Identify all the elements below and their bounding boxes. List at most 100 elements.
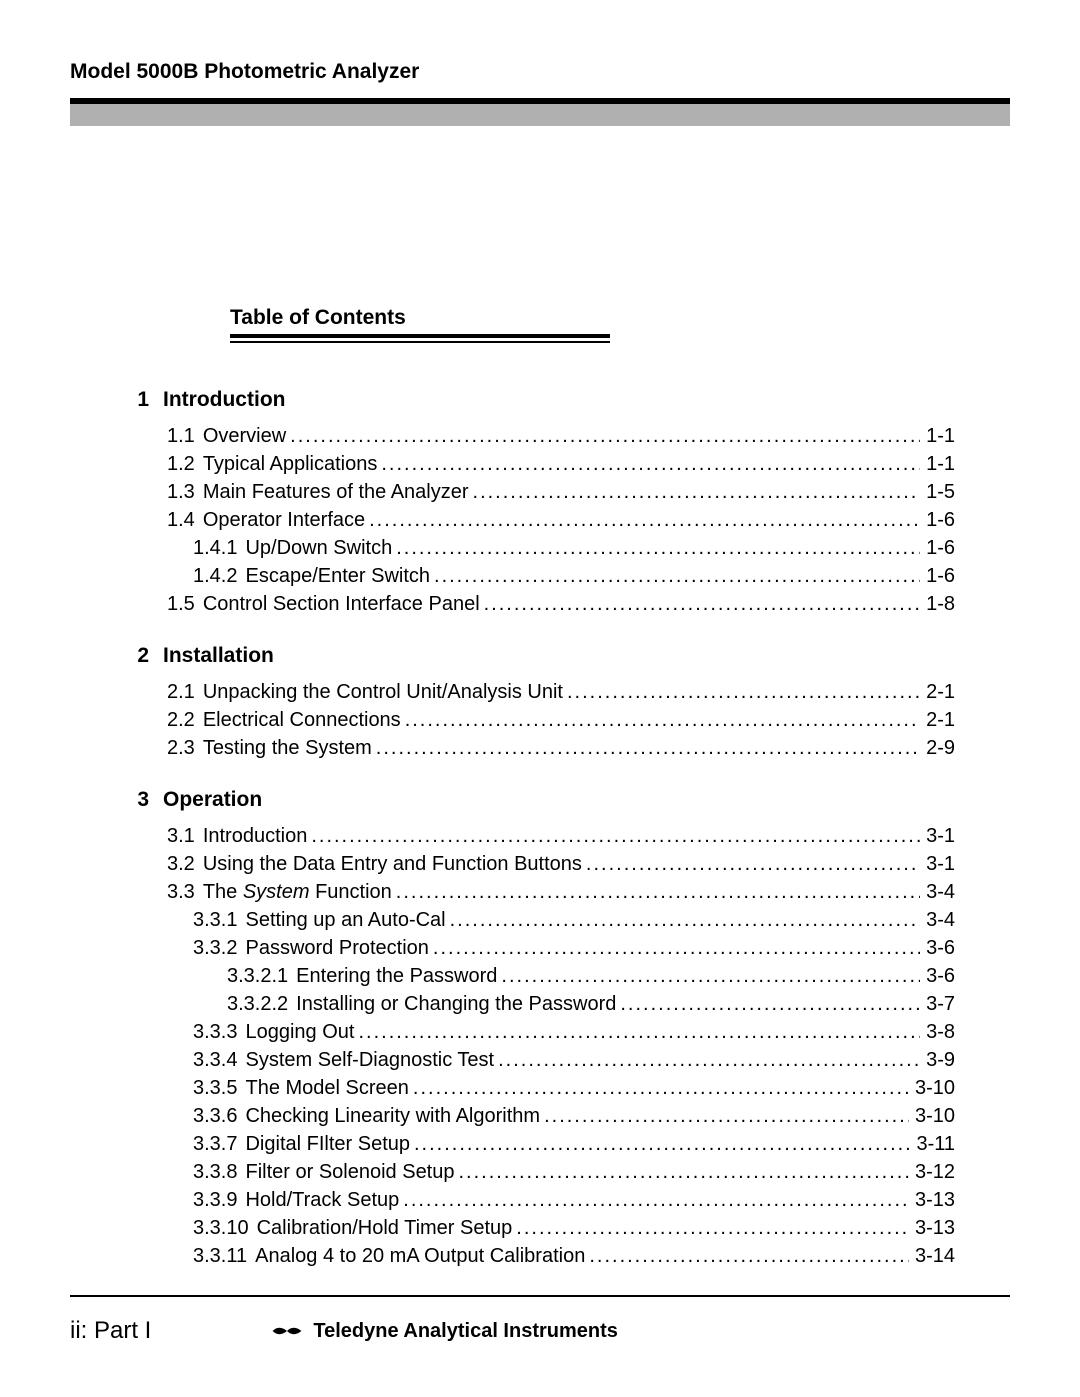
toc-title: Table of Contents	[230, 306, 610, 338]
toc-entry-page: 3-10	[909, 1102, 955, 1130]
toc-entry-title: Entering the Password	[296, 962, 497, 990]
toc-entry-number: 2.3	[167, 734, 203, 762]
toc-entry-page: 3-9	[920, 1046, 955, 1074]
toc-leader-dots	[430, 562, 920, 590]
toc-entry-number: 3.3.5	[193, 1074, 245, 1102]
toc-leader-dots	[372, 734, 920, 762]
toc-entry-page: 2-1	[920, 678, 955, 706]
toc-entry-number: 3.3.7	[193, 1130, 245, 1158]
page-footer: ii: Part I Teledyne Analytical Instrumen…	[70, 1295, 1010, 1345]
toc-entry-title: Using the Data Entry and Function Button…	[203, 850, 582, 878]
toc-entry-title: Main Features of the Analyzer	[203, 478, 469, 506]
page: Model 5000B Photometric Analyzer Table o…	[0, 0, 1080, 1397]
toc-entry-number: 3.3.6	[193, 1102, 245, 1130]
toc-entry: 3.3.11Analog 4 to 20 mA Output Calibrati…	[167, 1242, 955, 1270]
header-rule	[70, 98, 1010, 126]
toc-entry-page: 3-6	[920, 934, 955, 962]
toc-entry-page: 1-1	[920, 450, 955, 478]
toc-entry-title: Up/Down Switch	[245, 534, 392, 562]
toc-leader-dots	[410, 1130, 910, 1158]
toc-leader-dots	[446, 906, 920, 934]
toc-entry-title: Checking Linearity with Algorithm	[245, 1102, 540, 1130]
toc-entry: 3.3.1Setting up an Auto-Cal3-4	[167, 906, 955, 934]
toc-entry-page: 3-12	[909, 1158, 955, 1186]
toc-entry-title: The System Function	[203, 878, 392, 906]
toc-entry-number: 1.3	[167, 478, 203, 506]
toc-entry-page: 1-8	[920, 590, 955, 618]
toc-entry-page: 2-1	[920, 706, 955, 734]
toc-entry-title: Installing or Changing the Password	[296, 990, 616, 1018]
toc-section-head: 2Installation	[125, 644, 955, 668]
toc-leader-dots	[480, 590, 920, 618]
toc-section-head: 1Introduction	[125, 388, 955, 412]
toc-entry-number: 3.3.3	[193, 1018, 245, 1046]
toc-entry-page: 3-10	[909, 1074, 955, 1102]
toc-entry: 1.5Control Section Interface Panel1-8	[167, 590, 955, 618]
footer-rule	[70, 1295, 1010, 1297]
toc-entry-title: Calibration/Hold Timer Setup	[257, 1214, 513, 1242]
toc-entry-title: Digital FIlter Setup	[245, 1130, 410, 1158]
toc-entry: 2.3Testing the System2-9	[167, 734, 955, 762]
toc-entry-number: 1.5	[167, 590, 203, 618]
toc-leader-dots	[354, 1018, 920, 1046]
toc-leader-dots	[286, 422, 920, 450]
toc-entry-number: 2.1	[167, 678, 203, 706]
toc-entry: 3.3.8Filter or Solenoid Setup3-12	[167, 1158, 955, 1186]
toc-leader-dots	[377, 450, 920, 478]
toc-entry-title: Unpacking the Control Unit/Analysis Unit	[203, 678, 563, 706]
toc-body: 1Introduction1.1Overview1-11.2Typical Ap…	[125, 388, 955, 1270]
toc-entry-page: 3-13	[909, 1214, 955, 1242]
toc-entry: 3.3.2.1Entering the Password 3-6	[167, 962, 955, 990]
toc-entry-page: 3-6	[920, 962, 955, 990]
toc-entry-number: 3.1	[167, 822, 203, 850]
toc-entry: 1.4.1Up/Down Switch1-6	[167, 534, 955, 562]
toc-entry-title: System Self-Diagnostic Test	[245, 1046, 494, 1074]
toc-leader-dots	[455, 1158, 909, 1186]
toc-entry-number: 3.3.1	[193, 906, 245, 934]
toc-section-head: 3Operation	[125, 788, 955, 812]
toc-entry-number: 3.3.9	[193, 1186, 245, 1214]
toc-entry-page: 1-6	[920, 534, 955, 562]
toc-entry-number: 1.4	[167, 506, 203, 534]
toc-leader-dots	[399, 1186, 909, 1214]
toc-entries: 2.1Unpacking the Control Unit/Analysis U…	[167, 678, 955, 762]
toc-entry-number: 3.3.2	[193, 934, 245, 962]
toc-entry: 3.3.7Digital FIlter Setup 3-11	[167, 1130, 955, 1158]
toc-entry: 2.1Unpacking the Control Unit/Analysis U…	[167, 678, 955, 706]
toc-entry-number: 3.3.4	[193, 1046, 245, 1074]
toc-entry-title: Logging Out	[245, 1018, 354, 1046]
toc-entry: 3.3.5The Model Screen 3-10	[167, 1074, 955, 1102]
toc-entry-title: The Model Screen	[245, 1074, 408, 1102]
toc-entry-number: 3.3.11	[193, 1242, 255, 1270]
document-header-title: Model 5000B Photometric Analyzer	[70, 60, 1010, 84]
toc-leader-dots	[616, 990, 920, 1018]
footer-line: ii: Part I Teledyne Analytical Instrumen…	[70, 1317, 1010, 1345]
toc-leader-dots	[494, 1046, 920, 1074]
toc-entry: 3.3.2Password Protection3-6	[167, 934, 955, 962]
toc-leader-dots	[582, 850, 920, 878]
toc-entry-title: Introduction	[203, 822, 308, 850]
toc-entry: 3.3The System Function3-4	[167, 878, 955, 906]
toc-entry: 3.1Introduction 3-1	[167, 822, 955, 850]
toc-entry-title: Testing the System	[203, 734, 372, 762]
toc-entry-number: 1.4.2	[193, 562, 245, 590]
toc-leader-dots	[585, 1242, 909, 1270]
toc-entry-number: 3.2	[167, 850, 203, 878]
toc-entry-page: 3-1	[920, 850, 955, 878]
toc-leader-dots	[512, 1214, 909, 1242]
teledyne-logo-icon	[271, 1323, 303, 1339]
toc-entry-page: 3-1	[920, 822, 955, 850]
toc-entry-number: 3.3	[167, 878, 203, 906]
toc-entry: 3.3.3Logging Out3-8	[167, 1018, 955, 1046]
toc-entry-page: 3-4	[920, 906, 955, 934]
toc-entry-number: 3.3.2.1	[227, 962, 296, 990]
toc-entry-page: 1-1	[920, 422, 955, 450]
toc-entry-page: 3-11	[910, 1130, 955, 1158]
toc-entry-number: 3.3.10	[193, 1214, 257, 1242]
toc-leader-dots	[392, 534, 920, 562]
footer-brand-text: Teledyne Analytical Instruments	[313, 1320, 618, 1343]
toc-entries: 3.1Introduction 3-1 3.2Using the Data Entr…	[167, 822, 955, 1270]
toc-section-number: 2	[125, 644, 149, 668]
toc-entry-title: Operator Interface	[203, 506, 365, 534]
toc-entry-page: 3-13	[909, 1186, 955, 1214]
